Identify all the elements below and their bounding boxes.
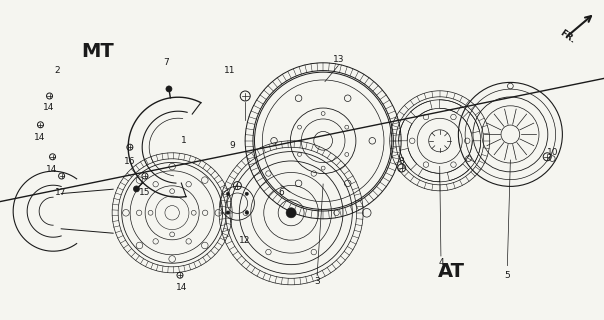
Text: 14: 14	[34, 133, 45, 142]
Text: 1: 1	[181, 136, 187, 145]
Circle shape	[133, 186, 140, 192]
Text: 16: 16	[124, 157, 136, 166]
Text: 9: 9	[230, 141, 236, 150]
Circle shape	[245, 192, 248, 196]
Text: 5: 5	[504, 271, 510, 280]
Text: 14: 14	[46, 165, 57, 174]
Text: FR.: FR.	[558, 28, 577, 45]
Text: MT: MT	[82, 42, 114, 60]
Text: 2: 2	[54, 66, 60, 75]
Text: 8: 8	[399, 157, 405, 166]
Text: 15: 15	[139, 188, 151, 196]
Circle shape	[226, 211, 230, 214]
Text: 3: 3	[314, 277, 320, 286]
Text: 10: 10	[547, 148, 559, 156]
Text: 7: 7	[163, 58, 169, 67]
Circle shape	[245, 211, 248, 214]
Text: 11: 11	[223, 66, 236, 75]
Circle shape	[166, 86, 172, 92]
Circle shape	[286, 208, 296, 218]
Circle shape	[226, 192, 230, 196]
Text: 13: 13	[332, 55, 344, 64]
Text: 14: 14	[43, 103, 54, 112]
Text: 14: 14	[176, 284, 187, 292]
Text: 12: 12	[239, 236, 250, 244]
Text: 6: 6	[278, 188, 284, 196]
Text: 17: 17	[54, 188, 66, 196]
Text: AT: AT	[438, 262, 465, 281]
Text: 4: 4	[438, 258, 444, 267]
